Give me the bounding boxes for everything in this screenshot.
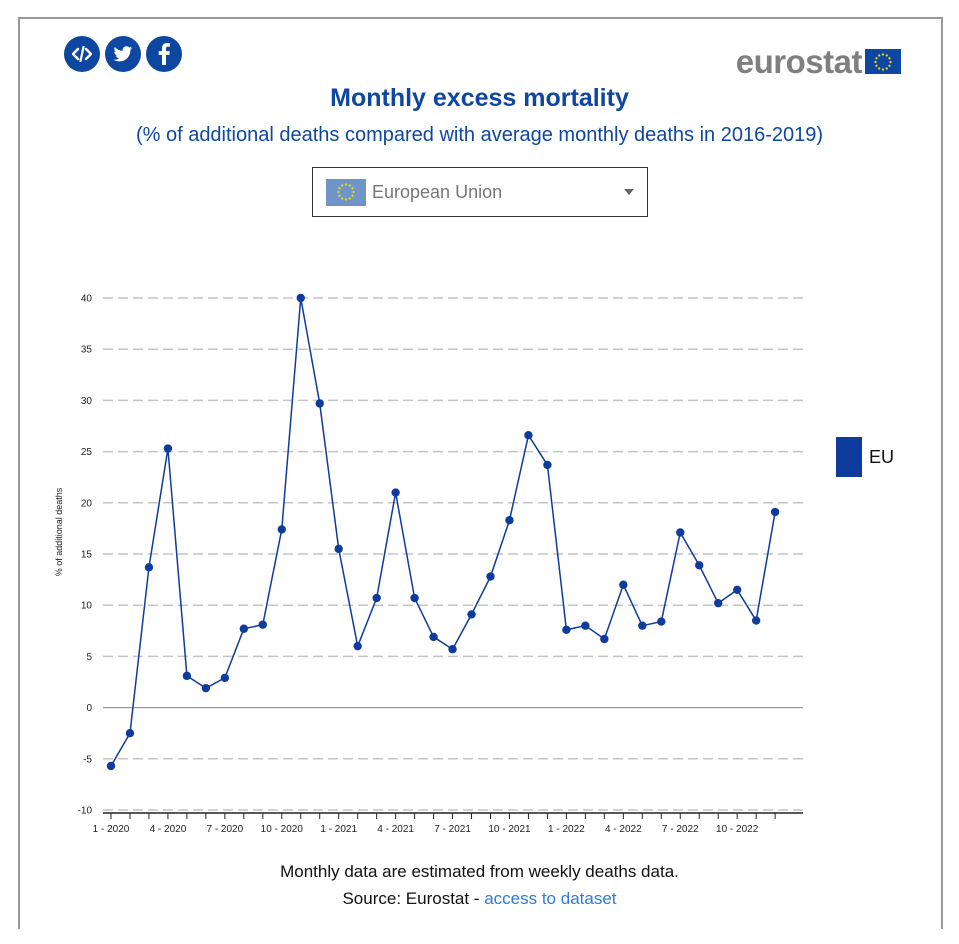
code-embed-icon: [72, 46, 92, 62]
data-point[interactable]: [220, 673, 230, 683]
data-point[interactable]: [543, 460, 552, 470]
data-point[interactable]: [144, 563, 154, 572]
y-tick-label: -5: [83, 754, 92, 765]
x-tick-label: 4 - 2020: [150, 824, 187, 835]
y-tick-label: 10: [81, 601, 93, 612]
facebook-share-button[interactable]: [146, 36, 182, 72]
eu-flag-icon: [865, 49, 901, 74]
data-point[interactable]: [770, 507, 780, 517]
data-point[interactable]: [600, 634, 609, 644]
y-tick-label: 20: [81, 498, 93, 509]
data-point[interactable]: [751, 616, 761, 625]
country-select-value: European Union: [372, 181, 503, 202]
data-point[interactable]: [163, 444, 173, 453]
y-axis-ticks: 40 35 30 25 20 15 10 5 0 -5 -10: [78, 294, 93, 817]
legend-swatch: [836, 437, 862, 477]
data-point[interactable]: [182, 671, 192, 681]
data-point[interactable]: [410, 593, 419, 603]
data-point[interactable]: [638, 621, 647, 630]
footnote: Monthly data are estimated from weekly d…: [280, 862, 679, 881]
x-tick-label: 10 - 2022: [716, 824, 759, 835]
x-tick-label: 1 - 2020: [93, 824, 130, 835]
y-tick-label: 30: [81, 396, 93, 407]
chart-frame: [18, 17, 943, 929]
x-axis: 1 - 2020 4 - 2020 7 - 2020 10 - 2020 1 - 202…: [93, 812, 803, 835]
data-point[interactable]: [524, 431, 533, 440]
facebook-icon: [158, 43, 170, 65]
data-point[interactable]: [353, 641, 362, 651]
data-point[interactable]: [695, 561, 704, 570]
x-tick-label: 7 - 2022: [662, 824, 699, 835]
y-tick-label: 0: [86, 703, 92, 714]
caret-down-icon: [624, 189, 634, 195]
x-tick-label: 4 - 2022: [605, 824, 642, 835]
x-tick-label: 7 - 2020: [206, 824, 243, 835]
data-point[interactable]: [334, 544, 343, 554]
chart-title: Monthly excess mortality: [330, 84, 629, 112]
legend-label: EU: [869, 446, 895, 467]
data-point[interactable]: [657, 617, 666, 626]
data-point[interactable]: [201, 683, 211, 693]
x-tick-label: 7 - 2021: [434, 824, 471, 835]
data-point[interactable]: [106, 761, 116, 771]
source-line: Source: Eurostat - access to dataset: [0, 889, 959, 909]
data-point[interactable]: [676, 528, 685, 537]
data-point[interactable]: [315, 399, 324, 408]
data-point[interactable]: [125, 729, 135, 738]
data-point[interactable]: [562, 625, 571, 634]
data-point[interactable]: [714, 598, 723, 608]
data-point[interactable]: [732, 585, 742, 595]
chart-subtitle: (% of additional deaths compared with av…: [135, 124, 824, 146]
series-line: [110, 297, 776, 767]
x-tick-label: 10 - 2021: [488, 824, 531, 835]
data-point[interactable]: [581, 621, 590, 630]
data-point[interactable]: [448, 645, 457, 654]
y-tick-label: 35: [81, 345, 93, 356]
twitter-icon: [113, 45, 133, 61]
source-prefix: Source: Eurostat -: [342, 889, 485, 908]
twitter-share-button[interactable]: [105, 36, 141, 72]
grid-lines: [103, 297, 803, 811]
x-tick-label: 10 - 2020: [261, 824, 304, 835]
data-point[interactable]: [429, 632, 438, 642]
data-point[interactable]: [239, 624, 249, 633]
y-tick-label: 5: [86, 652, 92, 663]
y-tick-label: -10: [78, 806, 93, 817]
data-point[interactable]: [486, 572, 495, 581]
y-tick-label: 15: [81, 550, 93, 561]
legend-item-eu[interactable]: EU: [836, 437, 894, 477]
data-point[interactable]: [619, 580, 628, 589]
eu-flag-icon: [326, 178, 366, 206]
y-axis-label: % of additional deaths: [54, 487, 64, 576]
data-point[interactable]: [372, 593, 381, 603]
x-tick-label: 1 - 2022: [548, 824, 585, 835]
y-tick-label: 25: [81, 447, 93, 458]
series-eu: [106, 293, 780, 771]
data-point[interactable]: [277, 525, 286, 534]
share-bar: [64, 36, 182, 72]
x-tick-label: 4 - 2021: [377, 824, 414, 835]
data-point[interactable]: [258, 620, 267, 629]
country-select[interactable]: European Union: [312, 167, 648, 217]
data-point[interactable]: [505, 516, 514, 525]
logo-text: eurostat: [735, 43, 863, 80]
y-tick-label: 40: [81, 294, 93, 305]
data-point[interactable]: [467, 610, 476, 619]
embed-button[interactable]: [64, 36, 100, 72]
dataset-link[interactable]: access to dataset: [484, 889, 617, 908]
x-tick-label: 1 - 2021: [320, 824, 357, 835]
eurostat-logo: eurostat: [736, 45, 901, 78]
data-point[interactable]: [391, 488, 400, 497]
data-point[interactable]: [296, 293, 305, 303]
